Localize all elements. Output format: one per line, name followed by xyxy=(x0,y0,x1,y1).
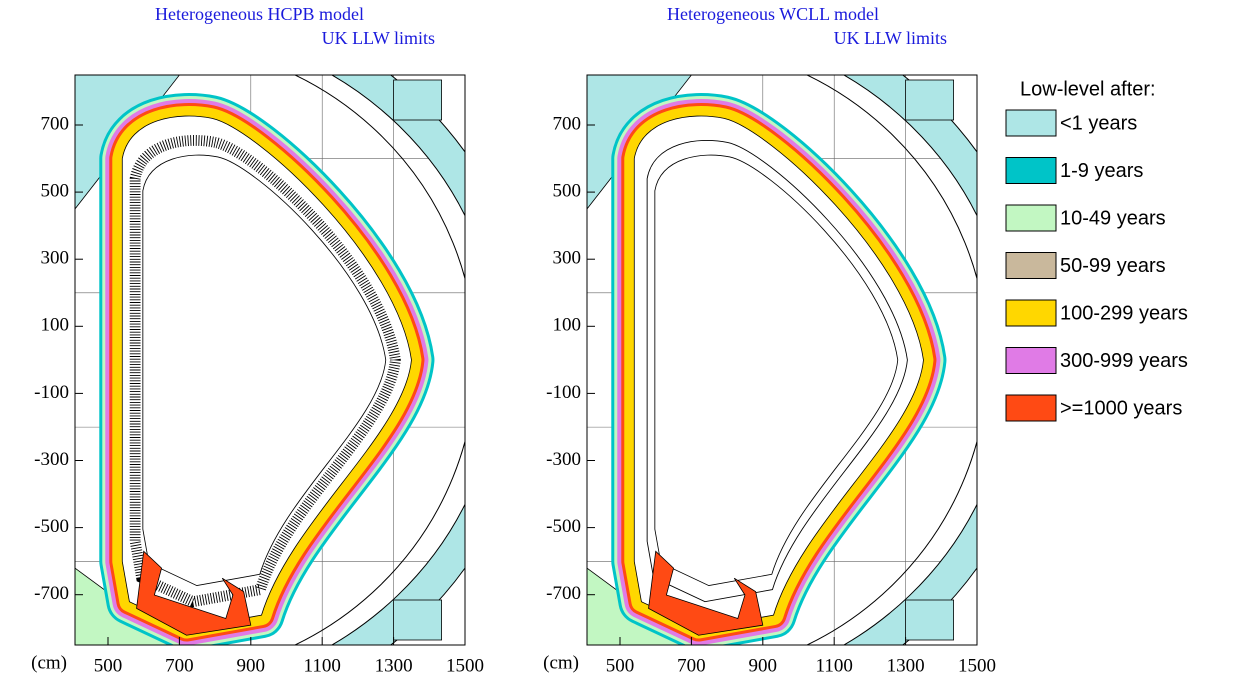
y-tick-label: -300 xyxy=(34,449,69,470)
x-tick-label: 700 xyxy=(677,655,706,676)
y-tick-label: -700 xyxy=(34,583,69,604)
y-tick-label: -500 xyxy=(34,516,69,537)
plot-area xyxy=(587,75,977,645)
legend-swatch xyxy=(1005,347,1057,374)
legend-swatch xyxy=(1005,157,1057,184)
blanket xyxy=(129,135,401,608)
legend: Low-level after: <1 years 1-9 years 10-49 y… xyxy=(1005,78,1188,422)
legend-swatch xyxy=(1005,204,1057,232)
legend-swatch xyxy=(1005,299,1057,327)
panel-title: UK LLW limits xyxy=(322,28,435,48)
legend-label: 50-99 years xyxy=(1060,255,1166,277)
divertor xyxy=(648,550,764,636)
x-tick-label: 700 xyxy=(165,655,194,676)
y-tick-label: 100 xyxy=(553,315,582,336)
y-tick-label: 300 xyxy=(553,248,582,269)
legend-label: 1-9 years xyxy=(1060,160,1143,182)
y-tick-label: 300 xyxy=(41,248,70,269)
y-tick-label: 500 xyxy=(553,180,582,201)
legend-label: 100-299 years xyxy=(1060,302,1188,324)
y-tick-label: -500 xyxy=(546,516,581,537)
plot-area xyxy=(75,75,465,645)
legend-swatch xyxy=(1005,252,1057,279)
x-tick-label: 1500 xyxy=(958,655,996,676)
panel-title: UK LLW limits xyxy=(834,28,947,48)
legend-label: <1 years xyxy=(1060,112,1137,134)
axis-unit: (cm) xyxy=(543,652,579,673)
panel-title: Heterogeneous HCPB model xyxy=(155,4,364,24)
y-tick-label: 500 xyxy=(41,180,70,201)
legend-label: 300-999 years xyxy=(1060,350,1188,372)
x-tick-label: 1100 xyxy=(304,655,341,676)
x-tick-label: 900 xyxy=(749,655,778,676)
port xyxy=(905,599,954,641)
x-tick-label: 500 xyxy=(94,655,123,676)
legend-title: Low-level after: xyxy=(1020,78,1156,100)
y-tick-label: -300 xyxy=(546,449,581,470)
axis-unit: (cm) xyxy=(31,652,67,673)
x-tick-label: 900 xyxy=(237,655,266,676)
legend-swatch xyxy=(1005,394,1057,422)
y-tick-label: -700 xyxy=(546,583,581,604)
y-tick-label: 700 xyxy=(41,113,70,134)
panel-title: Heterogeneous WCLL model xyxy=(667,4,879,24)
legend-label: >=1000 years xyxy=(1060,397,1182,419)
blanket-edge xyxy=(654,154,899,587)
legend-label: 10-49 years xyxy=(1060,207,1166,229)
plot-frame xyxy=(74,74,466,646)
y-tick-label: -100 xyxy=(546,382,581,403)
x-tick-label: 1300 xyxy=(887,655,925,676)
legend-swatch xyxy=(1005,109,1057,137)
y-tick-label: -100 xyxy=(34,382,69,403)
x-tick-label: 1500 xyxy=(446,655,484,676)
blanket-line xyxy=(646,140,908,603)
panel: Heterogeneous HCPB model UK LLW limits 500… xyxy=(31,4,484,676)
divertor xyxy=(136,550,252,636)
port xyxy=(905,79,954,121)
y-tick-label: 700 xyxy=(553,113,582,134)
panel: Heterogeneous WCLL model UK LLW limits 500… xyxy=(543,4,996,676)
port xyxy=(393,79,443,121)
plot-frame xyxy=(586,74,978,646)
blanket-edge xyxy=(142,154,387,587)
x-tick-label: 500 xyxy=(606,655,635,676)
x-tick-label: 1100 xyxy=(816,655,853,676)
y-tick-label: 100 xyxy=(41,315,70,336)
port xyxy=(393,599,443,641)
x-tick-label: 1300 xyxy=(375,655,413,676)
